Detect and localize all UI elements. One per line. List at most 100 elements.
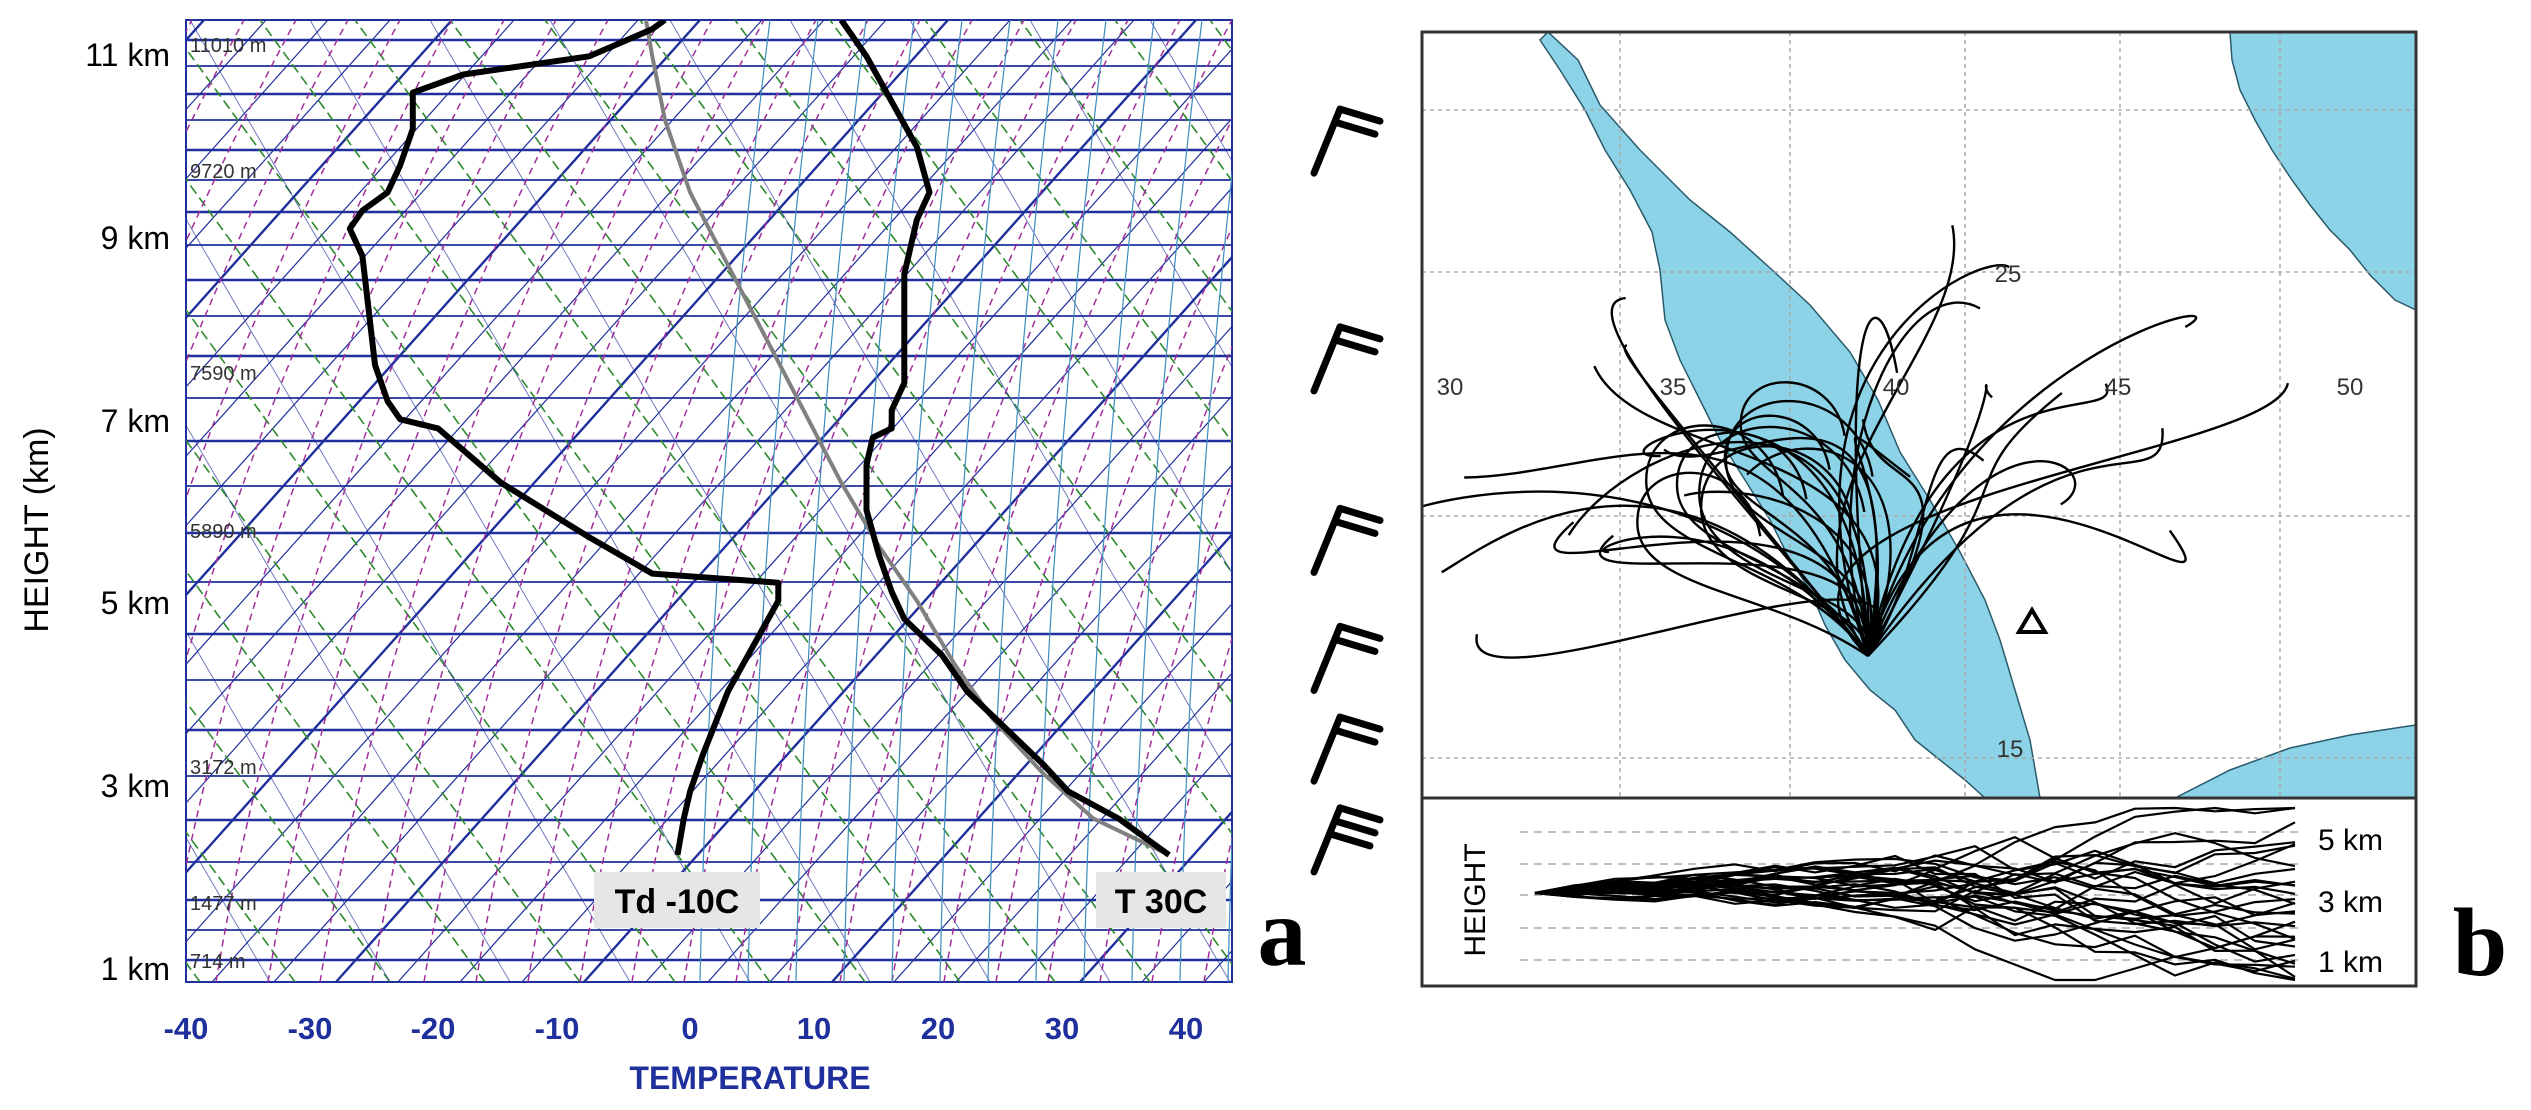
height-tick-11km: 11 km: [85, 37, 170, 73]
wind-barb-flag: [1326, 830, 1374, 850]
wind-barb: [1310, 105, 1384, 177]
height-tick-1km: 1 km: [101, 951, 170, 987]
adiabat-line: [549, 20, 1111, 982]
height-trajectory-line: [1534, 832, 2296, 895]
wind-barb-flag: [1331, 336, 1379, 356]
level-label-7590: 7590 m: [190, 363, 257, 385]
lon-label-45: 45: [2105, 374, 2132, 401]
adiabat-line: [189, 20, 751, 982]
mixing-ratio-line: [699, 20, 771, 982]
temp-tick-10: 10: [797, 1011, 831, 1046]
isotherm-line: [186, 20, 701, 597]
dewpoint-label-box: [594, 872, 760, 928]
moist-adiabat-line: [186, 20, 297, 243]
isotherm-line: [397, 48, 1232, 982]
level-label-9720: 9720 m: [190, 161, 257, 183]
height-trajectory-line: [1534, 842, 2296, 895]
trajectory-path: [1553, 521, 1870, 657]
lon-label-30: 30: [1437, 374, 1464, 401]
wind-barb: [1310, 804, 1384, 876]
dry-adiabat-line: [639, 20, 1232, 835]
height-tick-3km: 3 km: [101, 768, 170, 804]
wind-barb: [1310, 323, 1384, 395]
strip-tick-5km: 5 km: [2318, 824, 2383, 857]
trajectory-loop: [1723, 414, 1870, 657]
dry-adiabat-line: [259, 20, 961, 982]
moist-adiabat-line: [839, 20, 1181, 982]
wind-barb-flag: [1336, 105, 1384, 125]
wind-barb-flag: [1336, 713, 1384, 733]
wind-barb-flag: [1336, 504, 1384, 524]
wind-barb-staff: [1310, 504, 1344, 576]
wind-barb-flag: [1331, 635, 1379, 655]
height-trajectory-line: [1534, 890, 2296, 951]
wind-barb-staff: [1310, 622, 1344, 694]
trajectory-loop: [1699, 445, 1870, 657]
wind-barb-staff: [1310, 713, 1344, 785]
trajectory-path: [1866, 383, 2109, 657]
moist-adiabat-line: [787, 20, 1129, 982]
trajectory-loop: [1645, 424, 1869, 657]
wind-barb: [1310, 713, 1384, 785]
level-label-11010: 11010 m: [190, 35, 266, 57]
height-trajectory-line: [1534, 873, 2296, 963]
trajectory-panel: 30 35 40 45 50 25 15 5 km: [1420, 30, 2507, 997]
wind-barb-staff: [1310, 323, 1344, 395]
strip-tick-1km: 1 km: [2318, 946, 2383, 979]
dry-adiabat-line: [449, 20, 1151, 982]
mixing-ratio-line: [1179, 169, 1232, 982]
parcel-path-line: [644, 20, 1170, 857]
wind-barb-flag: [1331, 517, 1379, 537]
panel-letter-a: a: [1258, 879, 1307, 987]
isotherm-line: [521, 186, 1232, 982]
dry-adiabat-line: [186, 47, 866, 982]
isotherm-line: [186, 20, 453, 320]
isotherm-line: [459, 117, 1232, 982]
moist-adiabat-line: [371, 20, 713, 982]
moist-adiabat-line: [319, 20, 661, 982]
wind-barbs: [1310, 105, 1384, 876]
moist-adiabat-line: [579, 20, 921, 982]
strip-height-label: HEIGHT: [1459, 843, 1492, 956]
adiabat-line: [186, 218, 631, 982]
mixing-ratio-line: [1227, 825, 1232, 982]
map-trajectories: [1422, 224, 2290, 659]
isotherm-line: [893, 603, 1232, 982]
height-trajectory-line: [1534, 884, 2296, 982]
moist-adiabat-line: [1099, 479, 1232, 982]
dewpoint-profile-line: [346, 20, 782, 856]
lon-label-40: 40: [1883, 374, 1910, 401]
height-trajectory-line: [1534, 806, 2296, 909]
isotherm-line: [1017, 741, 1232, 982]
trajectory-path: [1441, 504, 1869, 657]
level-label-714: 714 m: [190, 951, 246, 973]
height-trajectory-line: [1534, 875, 2296, 914]
wind-barb-flag: [1331, 726, 1379, 746]
temp-tick-20: 20: [921, 1011, 955, 1046]
moist-adiabat-line: [215, 20, 557, 982]
isotherm-line: [186, 20, 949, 875]
isotherm-line: [186, 20, 825, 735]
station-triangle-marker: [2015, 606, 2049, 634]
isotherm-line: [186, 20, 391, 250]
dry-adiabat-line: [544, 20, 1232, 966]
trajectory-path: [1867, 428, 2164, 657]
dewpoint-label: Td -10C: [615, 883, 740, 921]
trajectory-map: 30 35 40 45 50 25 15: [1422, 32, 2416, 798]
trajectory-path: [1854, 316, 1899, 657]
adiabat-line: [909, 20, 1232, 575]
mixing-ratio-line: [795, 20, 867, 982]
temp-tick-40: 40: [1169, 1011, 1203, 1046]
isotherm-line: [0, 20, 18, 982]
strip-tick-3km: 3 km: [2318, 886, 2383, 919]
mixing-ratio-line: [891, 20, 963, 982]
isotherm-line: [273, 20, 1135, 982]
wind-barb-staff: [1310, 804, 1344, 876]
trajectory-path: [1602, 535, 1869, 657]
mixing-ratio-line: [987, 20, 1059, 982]
dry-adiabat-line: [186, 308, 676, 982]
dry-adiabat-line: [734, 20, 1232, 705]
wind-barb-staff: [1310, 105, 1344, 177]
trajectory-path: [1835, 224, 1956, 657]
moist-adiabat-line: [891, 20, 1232, 982]
